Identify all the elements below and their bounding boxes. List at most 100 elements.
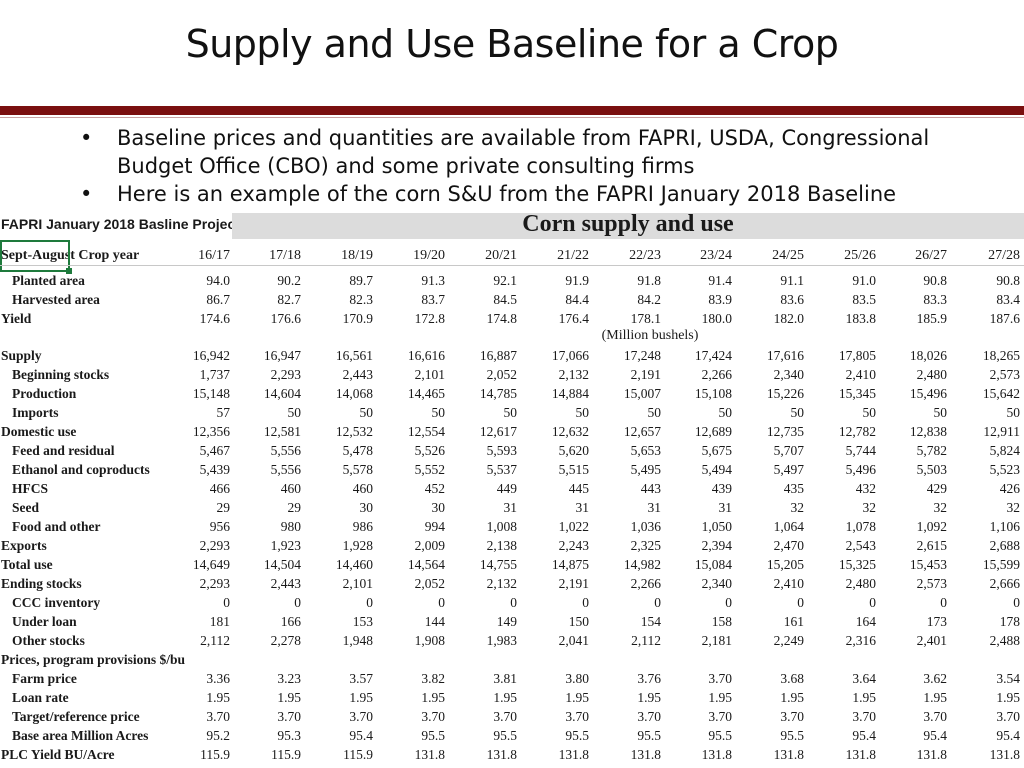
- table-cell[interactable]: 91.8: [637, 273, 661, 288]
- table-cell[interactable]: 50: [718, 405, 733, 420]
- table-cell[interactable]: 2,101: [342, 576, 373, 591]
- table-cell[interactable]: 2,401: [916, 633, 947, 648]
- table-cell[interactable]: 131.8: [414, 747, 445, 762]
- table-cell[interactable]: 15,496: [909, 386, 947, 401]
- table-cell[interactable]: 2,249: [773, 633, 804, 648]
- table-cell[interactable]: 174.8: [486, 311, 517, 326]
- table-cell[interactable]: 429: [926, 481, 947, 496]
- table-cell[interactable]: 0: [797, 595, 804, 610]
- table-cell[interactable]: 115.9: [200, 747, 230, 762]
- table-cell[interactable]: 2,573: [916, 576, 947, 591]
- table-cell[interactable]: 5,620: [558, 443, 589, 458]
- table-cell[interactable]: 3.62: [923, 671, 947, 686]
- table-cell[interactable]: 5,496: [845, 462, 876, 477]
- table-cell[interactable]: 131.8: [989, 747, 1020, 762]
- table-cell[interactable]: 131.8: [845, 747, 876, 762]
- table-cell[interactable]: 12,554: [407, 424, 445, 439]
- year-header[interactable]: 24/25: [772, 248, 804, 263]
- table-cell[interactable]: 95.5: [780, 728, 804, 743]
- table-cell[interactable]: 14,875: [551, 557, 589, 572]
- table-cell[interactable]: 1,928: [342, 538, 373, 553]
- row-label[interactable]: Food and other: [12, 519, 101, 534]
- table-cell[interactable]: 12,782: [838, 424, 876, 439]
- table-cell[interactable]: 15,108: [694, 386, 732, 401]
- table-cell[interactable]: 3.70: [421, 709, 445, 724]
- table-cell[interactable]: 460: [280, 481, 301, 496]
- table-cell[interactable]: 3.70: [637, 709, 661, 724]
- table-cell[interactable]: 95.5: [493, 728, 517, 743]
- table-cell[interactable]: 2,394: [701, 538, 732, 553]
- table-cell[interactable]: 29: [216, 500, 231, 515]
- table-cell[interactable]: 32: [790, 500, 805, 515]
- table-cell[interactable]: 3.70: [206, 709, 230, 724]
- row-label[interactable]: Seed: [12, 500, 39, 515]
- table-cell[interactable]: 95.2: [206, 728, 230, 743]
- table-cell[interactable]: 12,617: [479, 424, 517, 439]
- table-cell[interactable]: 95.5: [421, 728, 445, 743]
- table-cell[interactable]: 14,755: [479, 557, 517, 572]
- table-cell[interactable]: 90.8: [923, 273, 947, 288]
- table-cell[interactable]: 12,911: [983, 424, 1020, 439]
- row-label[interactable]: Production: [12, 386, 77, 401]
- row-label[interactable]: Target/reference price: [12, 709, 140, 724]
- table-cell[interactable]: 31: [718, 500, 733, 515]
- table-cell[interactable]: 16,561: [335, 348, 373, 363]
- table-cell[interactable]: 83.6: [780, 292, 804, 307]
- table-cell[interactable]: 15,642: [982, 386, 1020, 401]
- selected-cell[interactable]: [0, 240, 72, 274]
- row-label[interactable]: Farm price: [12, 671, 77, 686]
- table-cell[interactable]: 95.5: [708, 728, 732, 743]
- table-cell[interactable]: 181: [209, 614, 230, 629]
- year-header[interactable]: 25/26: [844, 248, 876, 263]
- table-cell[interactable]: 14,785: [479, 386, 517, 401]
- year-header[interactable]: 19/20: [413, 248, 445, 263]
- table-cell[interactable]: 17,805: [838, 348, 876, 363]
- table-cell[interactable]: 84.5: [493, 292, 517, 307]
- table-cell[interactable]: 2,410: [773, 576, 804, 591]
- row-label[interactable]: Planted area: [12, 273, 85, 288]
- table-cell[interactable]: 1.95: [421, 690, 445, 705]
- row-label[interactable]: Supply: [1, 348, 42, 363]
- table-cell[interactable]: 5,497: [773, 462, 804, 477]
- table-cell[interactable]: 2,293: [199, 538, 230, 553]
- table-cell[interactable]: 3.70: [708, 671, 732, 686]
- table-cell[interactable]: 50: [431, 405, 446, 420]
- table-cell[interactable]: 3.70: [996, 709, 1020, 724]
- row-label[interactable]: Other stocks: [12, 633, 85, 648]
- table-cell[interactable]: 1.95: [277, 690, 301, 705]
- table-cell[interactable]: 5,675: [701, 443, 732, 458]
- table-cell[interactable]: 12,735: [766, 424, 804, 439]
- table-cell[interactable]: 14,564: [407, 557, 445, 572]
- table-cell[interactable]: 1,923: [270, 538, 301, 553]
- table-cell[interactable]: 2,443: [270, 576, 301, 591]
- table-cell[interactable]: 1,050: [701, 519, 732, 534]
- table-cell[interactable]: 466: [209, 481, 230, 496]
- table-cell[interactable]: 15,325: [838, 557, 876, 572]
- table-cell[interactable]: 83.5: [852, 292, 876, 307]
- table-cell[interactable]: 449: [496, 481, 517, 496]
- table-cell[interactable]: 3.81: [493, 671, 517, 686]
- table-cell[interactable]: 15,084: [694, 557, 732, 572]
- table-cell[interactable]: 178: [999, 614, 1020, 629]
- row-label[interactable]: Prices, program provisions $/bu: [1, 652, 186, 667]
- table-cell[interactable]: 182.0: [773, 311, 804, 326]
- table-cell[interactable]: 16,616: [407, 348, 445, 363]
- table-cell[interactable]: 1,983: [486, 633, 517, 648]
- table-cell[interactable]: 980: [280, 519, 301, 534]
- row-label[interactable]: HFCS: [12, 481, 49, 496]
- table-cell[interactable]: 5,515: [558, 462, 589, 477]
- table-cell[interactable]: 0: [438, 595, 445, 610]
- table-cell[interactable]: 5,552: [414, 462, 445, 477]
- table-cell[interactable]: 3.23: [277, 671, 301, 686]
- table-cell[interactable]: 3.64: [852, 671, 876, 686]
- table-cell[interactable]: 14,604: [263, 386, 301, 401]
- table-cell[interactable]: 115.9: [271, 747, 301, 762]
- table-cell[interactable]: 2,573: [989, 367, 1020, 382]
- table-cell[interactable]: 3.80: [565, 671, 589, 686]
- table-cell[interactable]: 3.70: [780, 709, 804, 724]
- table-cell[interactable]: 956: [209, 519, 230, 534]
- table-cell[interactable]: 95.4: [349, 728, 373, 743]
- table-cell[interactable]: 5,824: [989, 443, 1020, 458]
- table-cell[interactable]: 2,132: [486, 576, 517, 591]
- table-cell[interactable]: 187.6: [989, 311, 1020, 326]
